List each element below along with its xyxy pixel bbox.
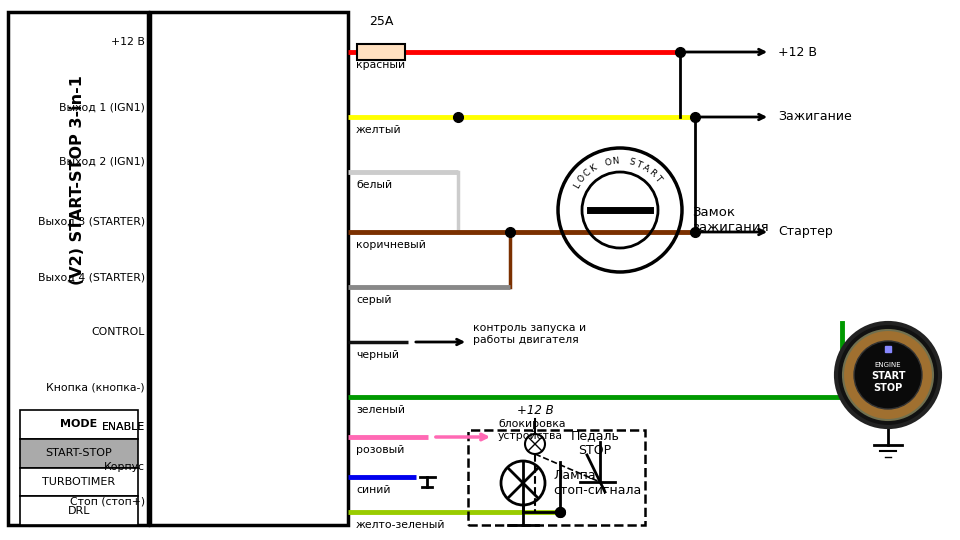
Text: 25A: 25A xyxy=(369,15,394,28)
Text: CONTROL: CONTROL xyxy=(91,327,145,337)
Text: Лампа
стоп-сигнала: Лампа стоп-сигнала xyxy=(553,469,641,497)
Text: +12 В: +12 В xyxy=(111,37,145,47)
Circle shape xyxy=(843,330,933,420)
Text: S: S xyxy=(628,157,636,167)
Text: O: O xyxy=(604,157,612,168)
Bar xyxy=(20,496,138,525)
Text: синий: синий xyxy=(356,485,391,495)
Text: STOP: STOP xyxy=(874,383,902,393)
Text: Выход 3 (STARTER): Выход 3 (STARTER) xyxy=(37,217,145,227)
Bar xyxy=(8,12,148,525)
Text: +12 В: +12 В xyxy=(516,404,553,417)
Text: серый: серый xyxy=(356,295,392,305)
Bar xyxy=(357,44,405,60)
Text: ENABLE: ENABLE xyxy=(102,422,145,432)
Bar xyxy=(20,410,138,438)
Text: контроль запуска и
работы двигателя: контроль запуска и работы двигателя xyxy=(473,323,587,345)
Text: Зажигание: Зажигание xyxy=(778,111,852,124)
Text: DRL: DRL xyxy=(68,505,90,516)
Bar xyxy=(20,438,138,468)
Text: желтый: желтый xyxy=(356,125,401,135)
Circle shape xyxy=(854,341,922,409)
Text: L: L xyxy=(572,181,583,190)
Bar xyxy=(20,468,138,496)
Text: розовый: розовый xyxy=(356,445,404,455)
Text: ENABLE: ENABLE xyxy=(102,422,145,432)
Text: Выход 1 (IGN1): Выход 1 (IGN1) xyxy=(60,102,145,112)
Text: коричневый: коричневый xyxy=(356,240,426,250)
Text: ENGINE: ENGINE xyxy=(875,362,901,368)
Text: TURBOTIMER: TURBOTIMER xyxy=(42,477,115,487)
Text: зеленый: зеленый xyxy=(356,405,405,415)
Text: Замок
зажигания: Замок зажигания xyxy=(692,206,769,234)
Text: кнопка без
фиксации: кнопка без фиксации xyxy=(848,361,922,389)
Text: Кнопка (кнопка-): Кнопка (кнопка-) xyxy=(46,382,145,392)
Text: (V2) START-STOP 3-in-1: (V2) START-STOP 3-in-1 xyxy=(70,75,85,285)
Text: T: T xyxy=(653,173,662,184)
Bar xyxy=(468,430,645,525)
Text: Педаль
STOP: Педаль STOP xyxy=(570,429,619,457)
Text: T: T xyxy=(635,159,643,170)
Text: Выход 2 (IGN1): Выход 2 (IGN1) xyxy=(60,157,145,167)
Text: черный: черный xyxy=(356,350,399,360)
Text: желто-зеленый: желто-зеленый xyxy=(356,520,445,530)
Circle shape xyxy=(836,323,940,427)
Text: A: A xyxy=(640,163,651,174)
Text: красный: красный xyxy=(356,60,405,70)
Text: START: START xyxy=(871,371,905,381)
Text: Корпус: Корпус xyxy=(104,462,145,472)
Text: N: N xyxy=(612,157,619,166)
Text: O: O xyxy=(576,173,588,185)
Text: Выход 4 (STARTER): Выход 4 (STARTER) xyxy=(37,272,145,282)
Text: K: K xyxy=(588,163,599,174)
Text: R: R xyxy=(647,167,658,178)
Text: C: C xyxy=(582,168,592,179)
Text: START-STOP: START-STOP xyxy=(46,448,112,458)
Text: Стоп (стоп+): Стоп (стоп+) xyxy=(70,497,145,507)
Text: белый: белый xyxy=(356,180,392,190)
Text: MODE: MODE xyxy=(60,420,98,429)
Bar xyxy=(150,12,348,525)
Text: +12 В: +12 В xyxy=(778,45,817,58)
Text: Стартер: Стартер xyxy=(778,226,832,239)
Text: блокировка
устройства: блокировка устройства xyxy=(498,419,565,441)
